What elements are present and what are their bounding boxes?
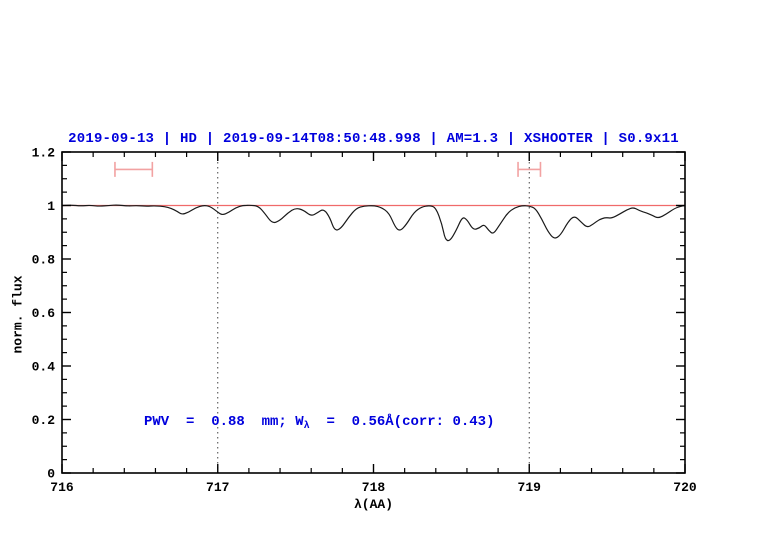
plot-header-title: 2019-09-13 | HD | 2019-09-14T08:50:48.99… (68, 131, 679, 147)
y-tick-label: 1.2 (32, 146, 56, 161)
x-tick-label: 717 (206, 480, 229, 495)
spectrum-curve (61, 204, 686, 242)
y-tick-label: 0.8 (32, 253, 56, 268)
pwv-annotation-prefix: PWV = 0.88 mm; W (144, 414, 304, 430)
y-tick-label: 1 (47, 199, 55, 214)
y-axis-label: norm. flux (10, 275, 26, 354)
pwv-annotation-subscript: λ (303, 421, 310, 432)
x-tick-label: 720 (673, 480, 697, 495)
x-tick-label: 719 (518, 480, 542, 495)
y-tick-label: 0 (47, 467, 55, 482)
x-axis-label: λ(AA) (353, 497, 393, 512)
pwv-annotation-suffix: = 0.56Å(corr: 0.43) (309, 414, 495, 430)
y-tick-label: 0.4 (32, 360, 56, 375)
x-tick-label: 716 (50, 480, 74, 495)
y-tick-label: 0.6 (32, 306, 56, 321)
x-tick-label: 718 (362, 480, 386, 495)
y-tick-label: 0.2 (32, 413, 56, 428)
pwv-annotation: PWV = 0.88 mm; Wλ = 0.56Å(corr: 0.43) (144, 414, 495, 432)
